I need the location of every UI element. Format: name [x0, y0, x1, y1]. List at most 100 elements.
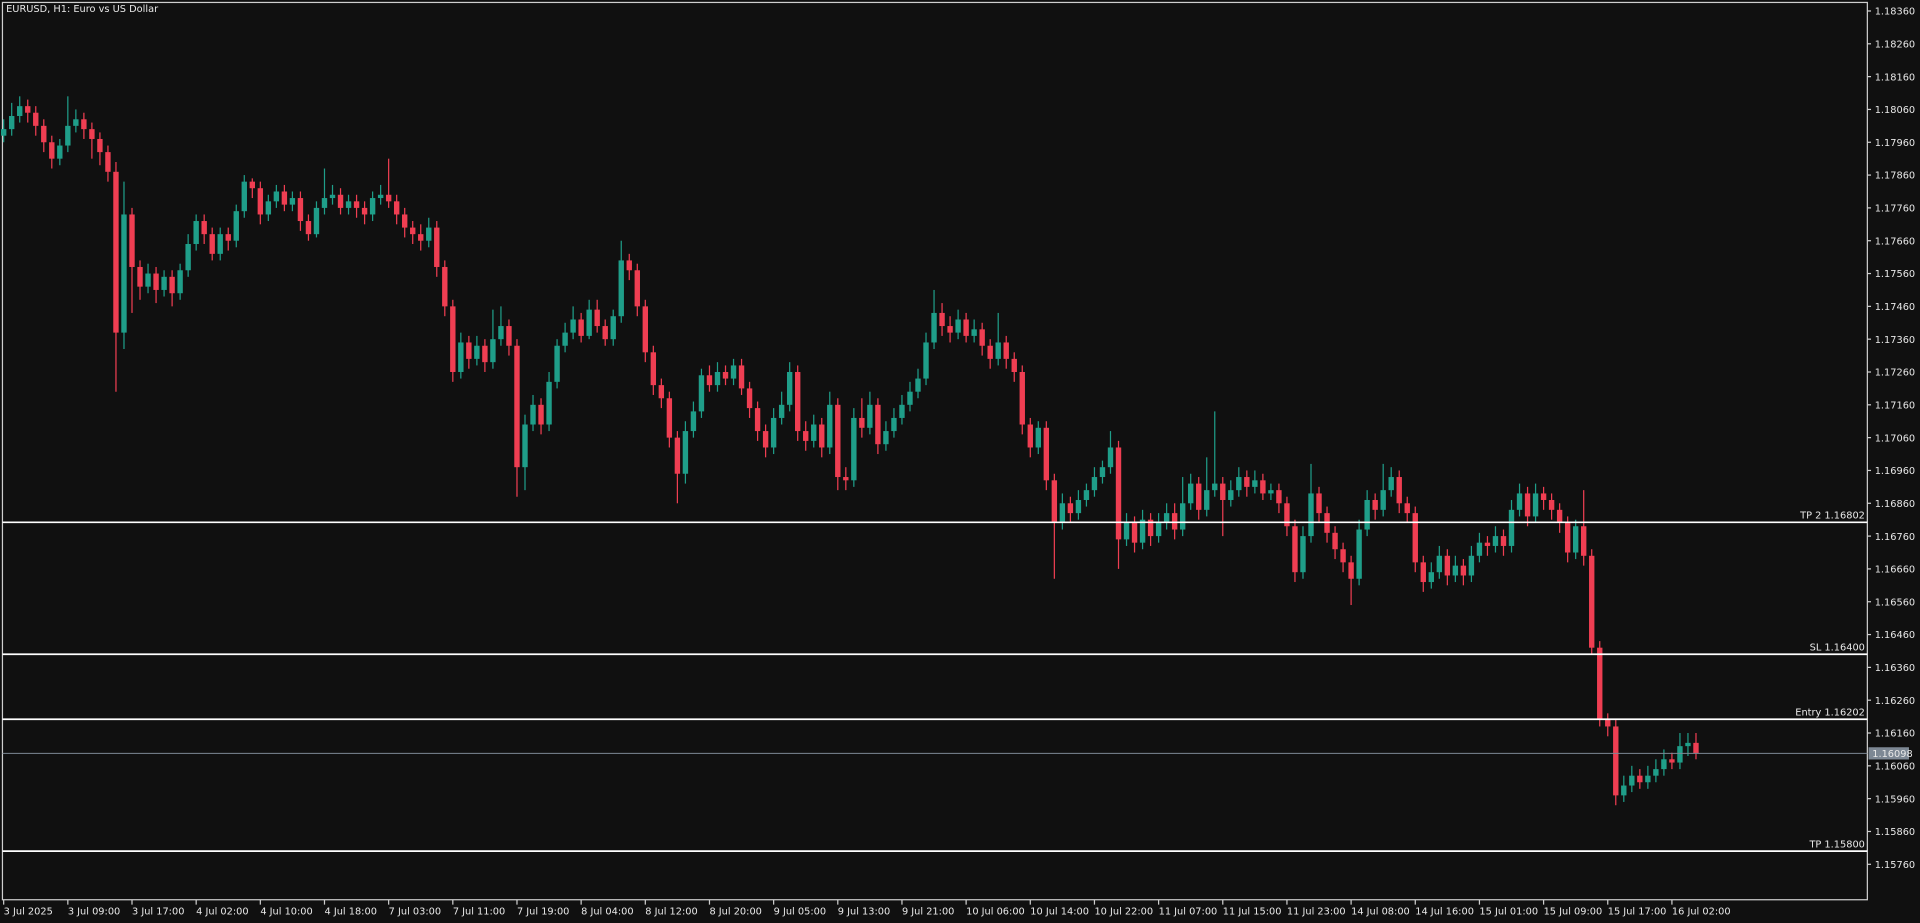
x-tick-label: 11 Jul 07:00 — [1159, 906, 1218, 917]
candle-body — [1268, 490, 1274, 494]
level-label: Entry 1.16202 — [1795, 708, 1865, 719]
x-tick-label: 10 Jul 06:00 — [966, 906, 1025, 917]
candle-body — [843, 477, 849, 481]
candle-body — [1404, 503, 1410, 514]
candle-body — [1637, 775, 1643, 783]
candle-body — [915, 378, 921, 392]
y-tick-label: 1.17360 — [1875, 335, 1915, 346]
candle-body — [257, 188, 264, 215]
candle-body — [1131, 522, 1138, 543]
candle-body — [875, 404, 881, 445]
candle-body — [1669, 759, 1675, 763]
candle-body — [337, 194, 344, 208]
candle-body — [105, 152, 111, 172]
x-tick-label: 7 Jul 19:00 — [517, 906, 569, 917]
candle-body — [762, 431, 769, 448]
candle-body — [377, 194, 384, 199]
x-tick-label: 3 Jul 2025 — [4, 906, 53, 917]
candle-body — [786, 371, 793, 405]
candle-body — [658, 385, 665, 399]
y-tick-label: 1.16460 — [1875, 630, 1915, 641]
candle-body — [1548, 499, 1555, 510]
candle-body — [1212, 483, 1218, 491]
candle-body — [907, 391, 913, 405]
candle-body — [827, 404, 833, 448]
candle-body — [289, 198, 296, 205]
candle-body — [1115, 447, 1122, 540]
candle-body — [666, 398, 673, 438]
candle-body — [434, 227, 440, 267]
candle-body — [1621, 785, 1627, 796]
candle-body — [193, 221, 199, 245]
x-tick-label: 8 Jul 04:00 — [581, 906, 633, 917]
level-label: TP 1.15800 — [1808, 839, 1864, 850]
x-tick-label: 4 Jul 10:00 — [260, 906, 312, 917]
candle-body — [113, 171, 119, 333]
candle-body — [594, 309, 600, 327]
candle-body — [169, 276, 175, 294]
candle-body — [273, 191, 280, 202]
candle-body — [1067, 503, 1074, 514]
y-tick-label: 1.15860 — [1875, 827, 1915, 838]
candle-body — [89, 129, 95, 139]
candle-body — [482, 345, 488, 363]
candle-body — [1099, 467, 1106, 478]
y-tick-label: 1.15960 — [1875, 794, 1915, 805]
candle-body — [1444, 555, 1451, 576]
candle-body — [1484, 542, 1491, 546]
y-tick-label: 1.17560 — [1875, 269, 1915, 280]
x-tick-label: 10 Jul 22:00 — [1094, 906, 1153, 917]
candle-body — [410, 227, 416, 235]
candle-body — [458, 342, 464, 372]
candle-body — [1284, 503, 1290, 527]
candle-body — [1188, 483, 1194, 504]
candle-body — [9, 116, 15, 130]
candle-body — [1316, 493, 1322, 514]
candle-body — [1276, 490, 1282, 504]
candle-body — [353, 201, 360, 208]
candle-body — [1043, 427, 1050, 481]
candle-body — [177, 270, 183, 294]
candle-body — [73, 119, 79, 126]
candle-body — [778, 404, 785, 418]
candle-body — [33, 112, 39, 126]
candle-body — [1364, 499, 1370, 530]
candle-body — [803, 431, 809, 441]
candle-body — [811, 424, 817, 441]
candle-body — [1019, 371, 1025, 425]
y-tick-label: 1.16660 — [1875, 565, 1915, 576]
candle-body — [610, 316, 616, 340]
candle-body — [1244, 477, 1250, 487]
x-tick-label: 4 Jul 02:00 — [196, 906, 248, 917]
candle-body — [1564, 522, 1571, 553]
candle-body — [466, 342, 472, 359]
candle-body — [490, 339, 496, 363]
y-tick-label: 1.17460 — [1875, 302, 1915, 313]
candle-body — [345, 201, 352, 208]
y-tick-label: 1.16160 — [1875, 729, 1915, 740]
candle-body — [1123, 522, 1130, 540]
candle-body — [153, 273, 159, 290]
candle-body — [514, 345, 520, 468]
candle-body — [578, 319, 584, 336]
candle-body — [987, 345, 993, 359]
candle-body — [1380, 490, 1386, 510]
candle-body — [939, 312, 945, 327]
candle-body — [1605, 719, 1611, 727]
candle-body — [1532, 493, 1539, 517]
candle-body — [538, 404, 544, 425]
candle-body — [1163, 513, 1170, 523]
candle-body — [1003, 342, 1009, 359]
candle-body — [361, 207, 368, 215]
candle-body — [1581, 526, 1587, 556]
candle-body — [714, 371, 721, 386]
x-tick-label: 15 Jul 17:00 — [1608, 906, 1667, 917]
x-tick-label: 15 Jul 09:00 — [1544, 906, 1603, 917]
candle-body — [129, 214, 135, 267]
candle-body — [145, 273, 151, 287]
x-tick-label: 7 Jul 11:00 — [453, 906, 505, 917]
candle-body — [217, 234, 223, 254]
candle-body — [81, 119, 87, 130]
candle-body — [586, 309, 592, 336]
candle-body — [947, 326, 953, 333]
